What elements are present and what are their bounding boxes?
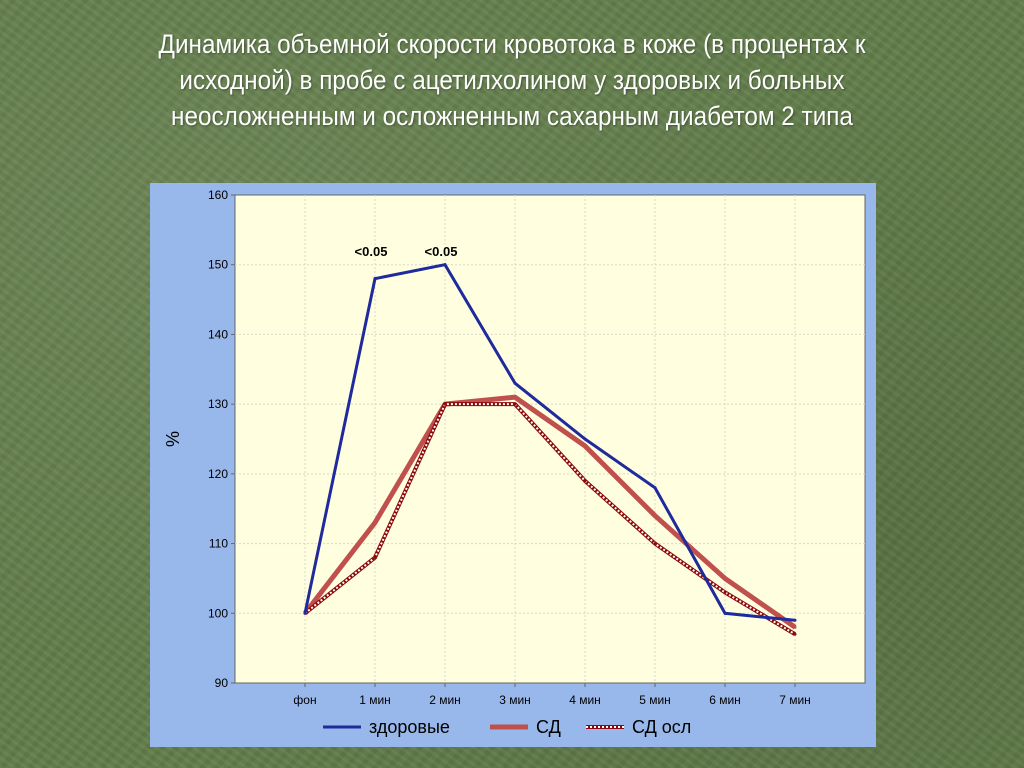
x-tick-label: 1 мин — [359, 693, 391, 707]
data-point — [653, 542, 657, 546]
x-tick-label: 7 мин — [779, 693, 811, 707]
grid-lines — [235, 195, 865, 683]
data-point — [443, 402, 447, 406]
y-tick-label: 100 — [208, 606, 228, 620]
data-point — [653, 514, 657, 518]
significance-annotation: <0.05 — [355, 244, 388, 259]
legend-item: СД — [490, 717, 561, 737]
series-path — [303, 263, 796, 622]
series-line-1 — [303, 394, 797, 630]
x-tick-label: фон — [293, 693, 316, 707]
chart-frame: 90 100 110 120 130 140 150 160 фон 1 мин 2 мин 3 м… — [150, 183, 876, 747]
title-line: неосложненным и осложненным сахарным диа… — [171, 101, 853, 131]
x-tick-label: 2 мин — [429, 693, 461, 707]
series-layer — [303, 263, 797, 636]
data-point — [373, 521, 377, 525]
series-path — [303, 394, 797, 630]
y-tick-label: 90 — [215, 676, 229, 690]
data-point — [793, 625, 797, 629]
legend-label: здоровые — [369, 717, 450, 737]
data-point — [373, 556, 377, 560]
y-tick-label: 130 — [208, 397, 228, 411]
legend-label: СД — [536, 717, 561, 737]
y-axis-ticks: 90 100 110 120 130 140 150 160 — [208, 188, 235, 690]
data-point — [513, 381, 517, 385]
y-tick-label: 120 — [208, 467, 228, 481]
line-chart: 90 100 110 120 130 140 150 160 фон 1 мин 2 мин 3 м… — [163, 188, 866, 737]
x-tick-label: 4 мин — [569, 693, 601, 707]
data-point — [583, 479, 587, 483]
y-tick-label: 150 — [208, 258, 228, 272]
y-tick-label: 140 — [208, 327, 228, 341]
slide-title: Динамика объемной скорости кровотока в к… — [105, 26, 919, 134]
x-tick-label: 5 мин — [639, 693, 671, 707]
data-point — [723, 576, 727, 580]
data-point — [793, 618, 797, 622]
y-tick-label: 110 — [209, 537, 228, 551]
data-point — [653, 486, 657, 490]
title-line: Динамика объемной скорости кровотока в к… — [158, 29, 866, 59]
data-point — [723, 611, 727, 615]
data-point — [513, 395, 517, 399]
legend: здоровые СД СД осл — [323, 717, 691, 737]
data-point — [583, 444, 587, 448]
x-axis-ticks: фон 1 мин 2 мин 3 мин 4 мин 5 мин 6 мин 7 мин — [293, 683, 811, 707]
data-point — [303, 611, 307, 615]
data-point — [723, 590, 727, 594]
significance-annotation: <0.05 — [425, 244, 458, 259]
y-axis-label: % — [163, 431, 183, 447]
data-point — [793, 632, 797, 636]
series-line-0 — [303, 263, 797, 622]
legend-label: СД осл — [632, 717, 691, 737]
data-point — [443, 263, 447, 267]
series-path-dash — [304, 403, 796, 636]
data-point — [583, 437, 587, 441]
x-tick-label: 3 мин — [499, 693, 531, 707]
x-tick-label: 6 мин — [709, 693, 741, 707]
legend-item: СД осл — [586, 717, 691, 737]
legend-item: здоровые — [323, 717, 450, 737]
title-line: исходной) в пробе с ацетилхолином у здор… — [179, 65, 845, 95]
y-tick-label: 160 — [208, 188, 228, 202]
annotations: <0.05 <0.05 — [355, 244, 458, 259]
data-point — [373, 277, 377, 281]
data-point — [513, 402, 517, 406]
